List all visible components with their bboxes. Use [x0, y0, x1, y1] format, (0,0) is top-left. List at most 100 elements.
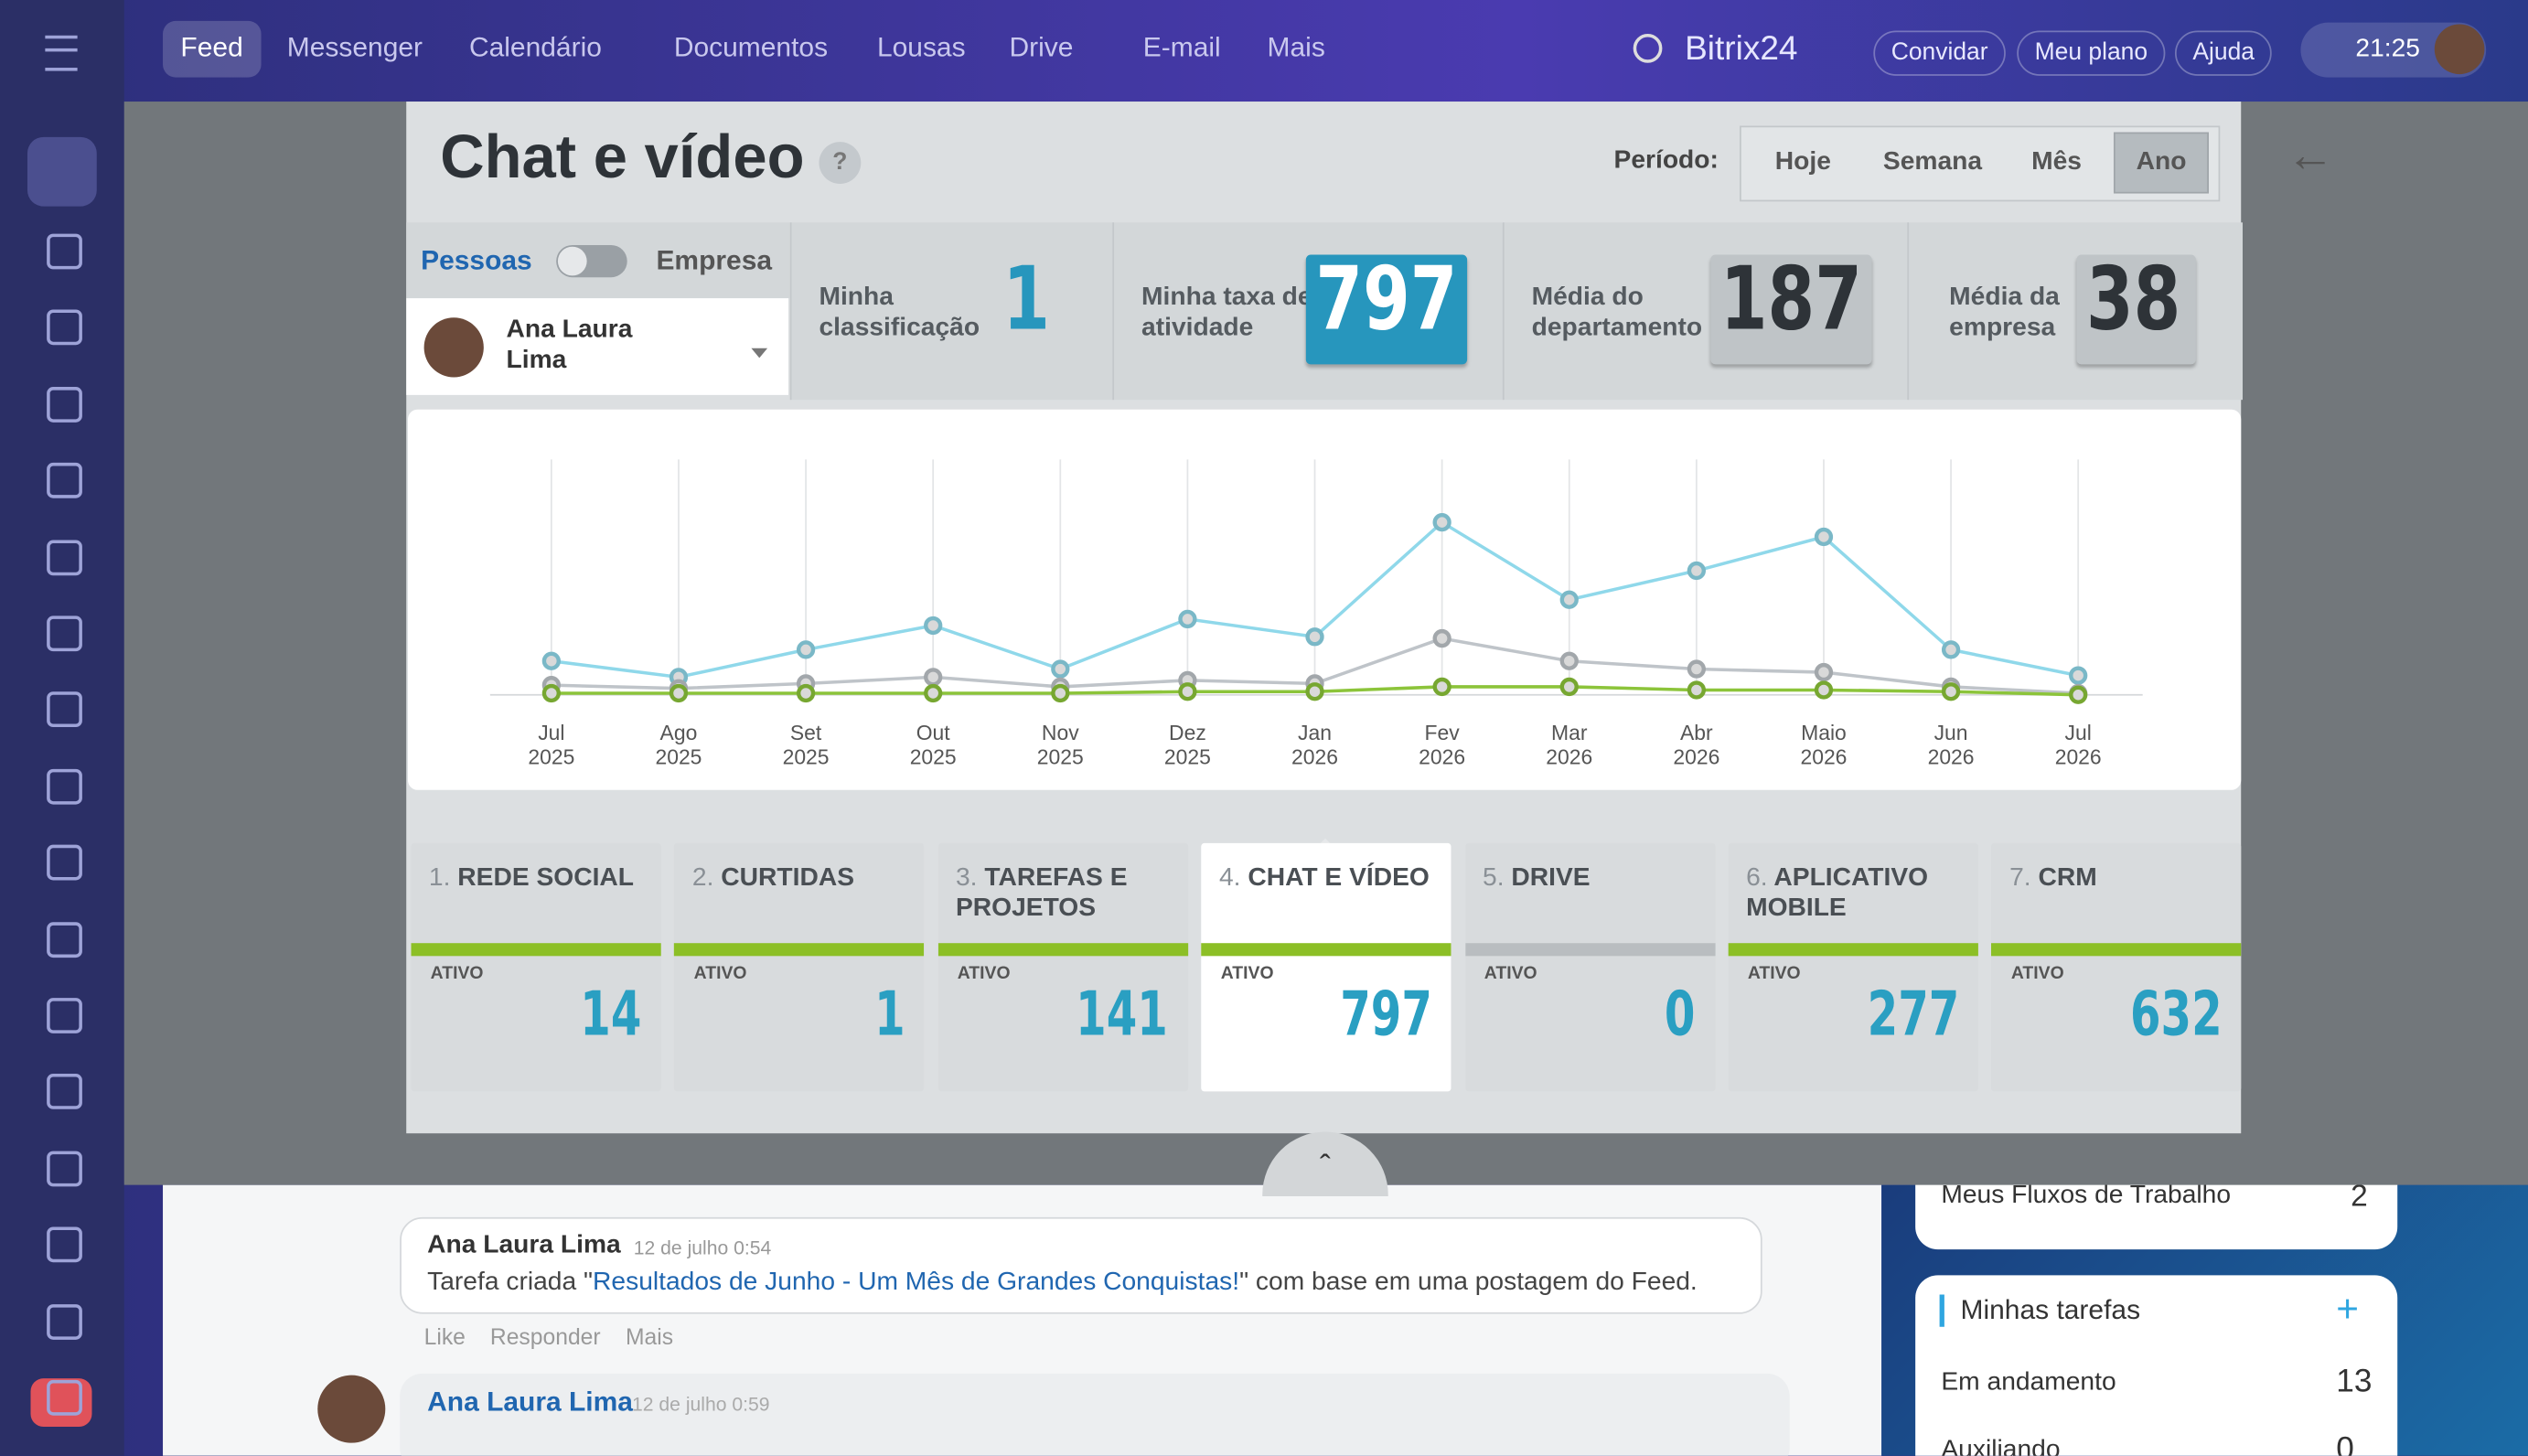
period-option[interactable]: Semana [1882, 148, 1983, 177]
app-icon[interactable] [47, 233, 82, 270]
comment-action[interactable]: Responder [489, 1323, 601, 1350]
top-button[interactable]: Convidar [1873, 30, 2006, 76]
comment-action[interactable]: Mais [625, 1323, 674, 1350]
stat-value: 187 [1719, 248, 1862, 350]
point [2069, 666, 2088, 685]
x-tick-label: Jul 2026 [2054, 720, 2102, 769]
avatar[interactable] [2434, 24, 2485, 75]
x-tick-label: Out 2025 [909, 720, 957, 769]
tasks-title: Minhas tarefas [1960, 1294, 2141, 1325]
add-task[interactable]: + [2336, 1288, 2359, 1333]
active-app[interactable] [27, 136, 97, 207]
tab-title: TAREFAS E PROJETOS [955, 863, 1128, 923]
app-icon[interactable] [47, 1303, 82, 1340]
point [796, 683, 816, 703]
post-time: 12 de julho 0:59 [632, 1393, 770, 1416]
x-tick-label: Abr 2026 [1673, 720, 1720, 769]
post-author[interactable]: Ana Laura Lima [427, 1386, 633, 1418]
stat-box [789, 222, 1115, 401]
nav-item[interactable]: Drive [1009, 32, 1074, 63]
panel-title: Chat e vídeo [440, 123, 805, 192]
point [541, 651, 561, 670]
app-icon[interactable] [47, 463, 82, 499]
tab-value: 14 [580, 978, 642, 1050]
app-icon[interactable] [47, 1226, 82, 1263]
activity-tab[interactable]: 6. APLICATIVO MOBILE ATIVO 277 [1728, 842, 1978, 1092]
tab-name: 2. CURTIDAS [692, 862, 910, 893]
tab-status: ATIVO [1220, 964, 1274, 984]
activity-tab[interactable]: 3. TAREFAS E PROJETOS ATIVO 141 [937, 842, 1188, 1092]
link[interactable]: Resultados de Junho - Um Mês de Grandes … [593, 1269, 1240, 1297]
app-icon[interactable] [47, 768, 82, 805]
stat-value: 1 [1002, 248, 1051, 350]
tab-title: CHAT E VÍDEO [1248, 863, 1430, 892]
user-name: Ana Laura Lima [506, 316, 633, 374]
app-icon[interactable] [47, 1074, 82, 1110]
activity-tab[interactable]: 1. REDE SOCIAL ATIVO 14 [411, 842, 661, 1092]
back-arrow[interactable]: ← [2286, 129, 2335, 183]
tab-status: ATIVO [1484, 964, 1537, 984]
app-icon[interactable] [47, 616, 82, 652]
nav-item[interactable]: E-mail [1142, 32, 1221, 63]
avatar[interactable] [317, 1375, 386, 1443]
tab-name: 1. REDE SOCIAL [429, 862, 647, 893]
top-button[interactable]: Meu plano [2017, 30, 2166, 76]
app-icon[interactable] [47, 1151, 82, 1187]
user-avatar [423, 317, 484, 378]
tab-number: 3. [955, 863, 978, 892]
tab-number: 4. [1218, 863, 1241, 892]
nav-item[interactable]: Lousas [876, 32, 966, 63]
tasks-card [1915, 1275, 2398, 1456]
app-icon[interactable] [47, 310, 82, 346]
comment-time: 12 de julho 0:54 [633, 1237, 772, 1259]
stat-label: Média do departamento [1531, 284, 1703, 342]
tab-status: ATIVO [430, 964, 484, 984]
tab-value: 632 [2130, 978, 2223, 1050]
point [924, 668, 943, 687]
app-icon[interactable] [47, 691, 82, 728]
activity-tab[interactable]: 2. CURTIDAS ATIVO 1 [674, 842, 925, 1092]
comment-action[interactable]: Like [423, 1323, 466, 1350]
app-icon[interactable] [47, 845, 82, 881]
tab-bar [1728, 943, 1978, 957]
menu-icon[interactable] [45, 35, 78, 71]
toggle-right[interactable]: Empresa [656, 244, 773, 276]
workflows-count: 2 [2351, 1180, 2368, 1215]
period-option[interactable]: Hoje [1774, 148, 1831, 177]
nav-item[interactable]: Documentos [673, 32, 829, 63]
x-tick-label: Maio 2026 [1800, 720, 1848, 769]
app-icon[interactable] [47, 998, 82, 1033]
app-icon[interactable] [47, 539, 82, 575]
tab-status: ATIVO [2010, 964, 2064, 984]
tab-number: 5. [1483, 863, 1505, 892]
toggle-left[interactable]: Pessoas [421, 244, 532, 276]
activity-tab[interactable]: 4. CHAT E VÍDEO ATIVO 797 [1201, 842, 1451, 1092]
search-icon[interactable] [1633, 34, 1663, 63]
dropdown-caret [751, 348, 768, 366]
activity-tab[interactable]: 7. CRM ATIVO 632 [1991, 842, 2242, 1092]
comment-author[interactable]: Ana Laura Lima [427, 1231, 621, 1259]
period-option[interactable]: Ano [2136, 148, 2187, 177]
stat-frame [1710, 254, 1872, 365]
help[interactable]: ? [819, 142, 862, 184]
nav-item[interactable]: Feed [180, 32, 243, 63]
period-option[interactable]: Mês [2031, 148, 2082, 177]
tab-status: ATIVO [1747, 964, 1801, 984]
tab-number: 2. [691, 863, 714, 892]
chart-box [407, 409, 2242, 790]
top-button[interactable]: Ajuda [2174, 30, 2273, 76]
app-icon[interactable] [47, 1379, 82, 1416]
nav-item[interactable]: Calendário [468, 32, 602, 63]
app-icon[interactable] [47, 386, 82, 423]
toggle[interactable] [556, 244, 627, 278]
nav-item[interactable]: Mais [1267, 32, 1325, 63]
tab-name: 5. DRIVE [1483, 862, 1700, 893]
app-icon[interactable] [47, 921, 82, 958]
tab-value: 141 [1076, 978, 1169, 1050]
x-tick-label: Ago 2025 [655, 720, 702, 769]
point [1178, 609, 1197, 629]
nav-item[interactable]: Messenger [286, 32, 423, 63]
point [1941, 640, 1961, 659]
point [1305, 627, 1324, 647]
activity-tab[interactable]: 5. DRIVE ATIVO 0 [1464, 842, 1715, 1092]
